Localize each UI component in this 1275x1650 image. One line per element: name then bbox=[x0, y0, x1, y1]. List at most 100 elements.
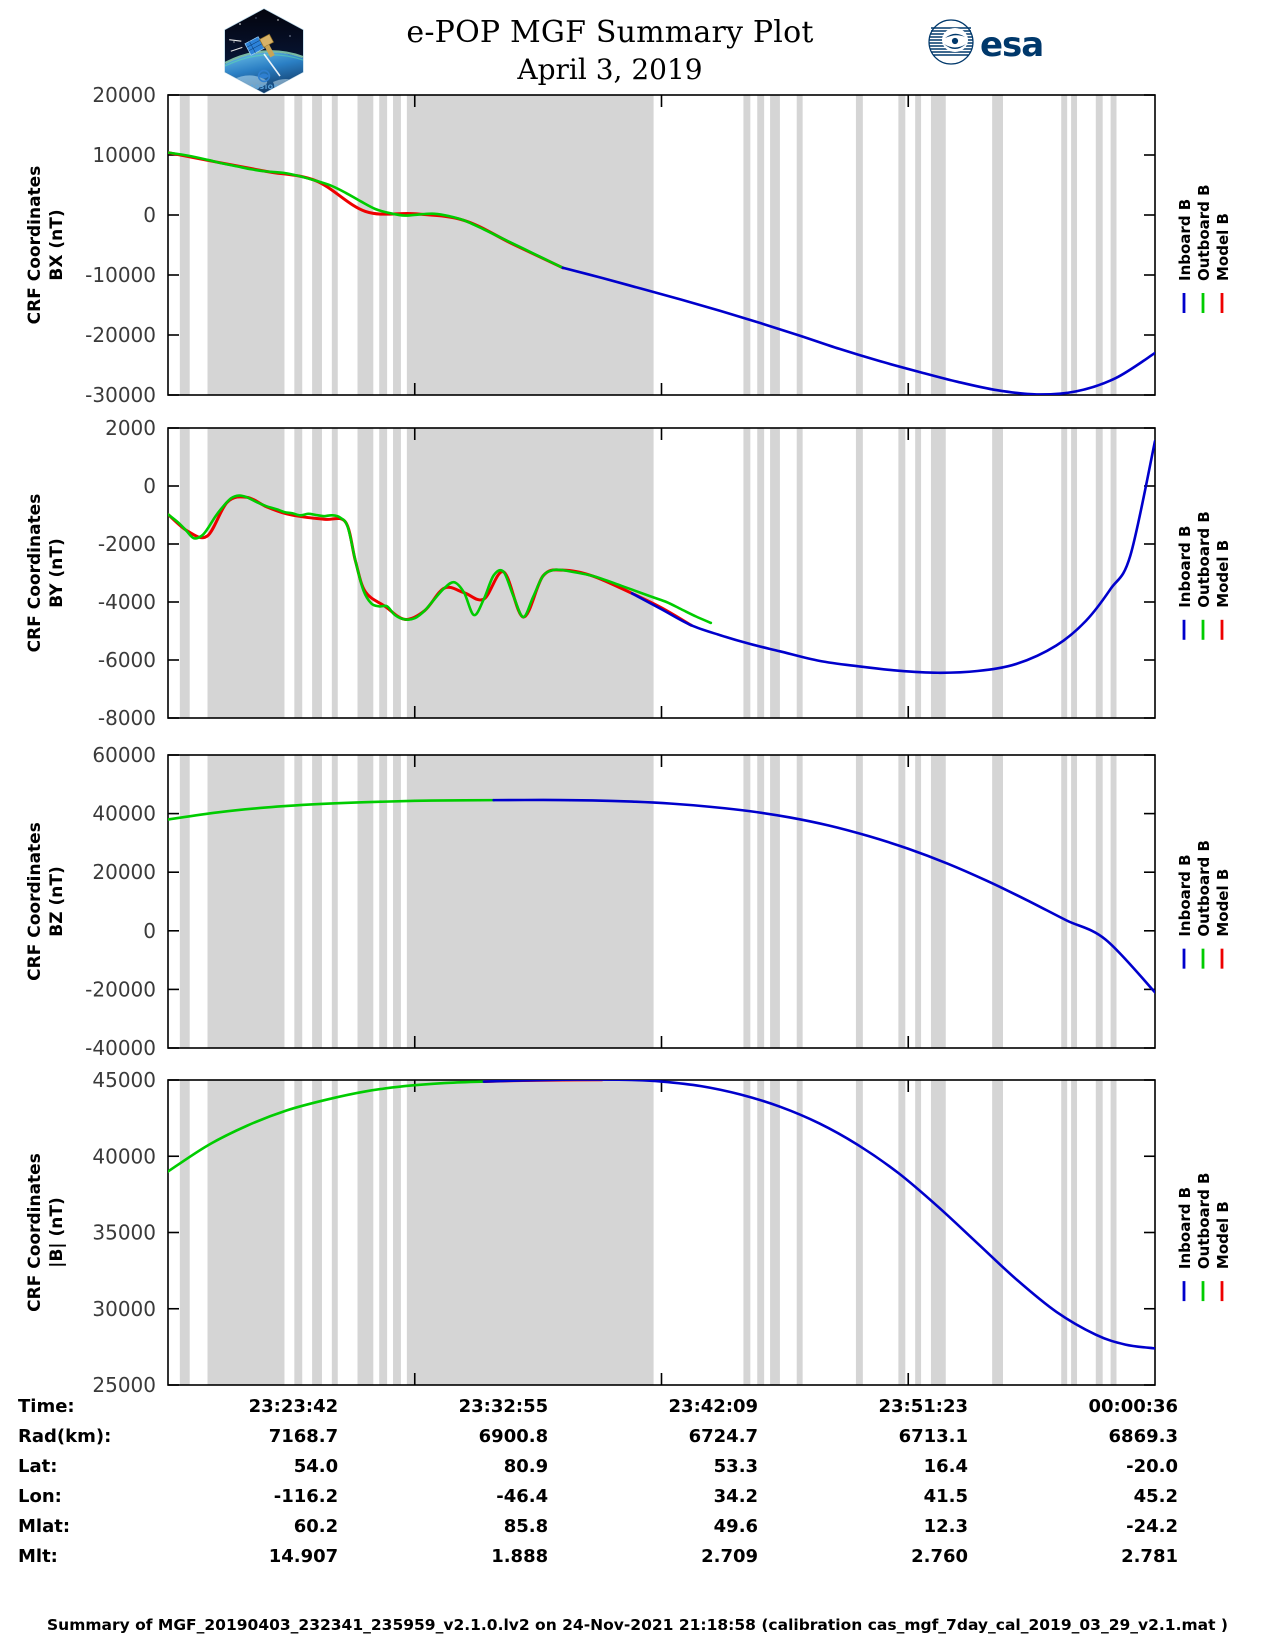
y-tick-label: 0 bbox=[143, 474, 156, 498]
series-line-outboard bbox=[561, 568, 713, 625]
table-cell: 45.2 bbox=[1133, 1486, 1178, 1507]
legend-label-inboard: Inboard B bbox=[1176, 199, 1194, 281]
table-cell: 16.4 bbox=[923, 1456, 969, 1477]
legend-label-inboard: Inboard B bbox=[1176, 854, 1194, 936]
esa-logo-icon: esa bbox=[925, 18, 1050, 66]
y-axis-title-line2: BX (nT) bbox=[47, 209, 67, 280]
y-axis-title-line1: CRF Coordinates bbox=[25, 822, 45, 981]
table-cell: 2.781 bbox=[1121, 1546, 1178, 1567]
y-tick-label: 20000 bbox=[92, 860, 156, 884]
y-axis-title-line1: CRF Coordinates bbox=[25, 494, 45, 653]
chart-panel-bmag: 45000 40000 35000 30000 25000 CRF Coordinates… bbox=[0, 1020, 1275, 1455]
y-tick-label: -20000 bbox=[85, 323, 156, 347]
table-row-label: Rad(km): bbox=[18, 1426, 112, 1447]
table-row-label: Mlat: bbox=[18, 1516, 71, 1537]
y-tick-label: 40000 bbox=[92, 802, 156, 826]
y-axis-title-line1: CRF Coordinates bbox=[25, 1153, 45, 1312]
y-tick-label: -2000 bbox=[98, 532, 156, 556]
series-line-outboard bbox=[168, 494, 565, 621]
y-axis-title-line1: CRF Coordinates bbox=[25, 166, 45, 325]
title-date: April 3, 2019 bbox=[517, 53, 703, 86]
table-cell: -116.2 bbox=[273, 1486, 339, 1507]
x-axis bbox=[413, 755, 910, 1048]
series-line-outboard bbox=[168, 1080, 486, 1173]
series-line-outboard bbox=[168, 151, 565, 270]
y-tick-label: 45000 bbox=[92, 1068, 156, 1092]
legend-label-model: Model B bbox=[1214, 1201, 1232, 1269]
y-tick-label: 0 bbox=[143, 919, 156, 943]
cassiope-mission-patch-icon: CASSIOPE bbox=[218, 6, 310, 96]
table-cell: 49.6 bbox=[713, 1516, 759, 1537]
y-tick-label: -40000 bbox=[85, 1036, 156, 1060]
table-cell: 00:00:36 bbox=[1088, 1396, 1178, 1417]
esa-wordmark: esa bbox=[980, 25, 1043, 65]
table-row: Lat: 54.0 80.9 53.3 16.4 -20.0 bbox=[18, 1452, 1178, 1482]
y-axis: 45000 40000 35000 30000 25000 bbox=[92, 1068, 1155, 1397]
series-line-outboard bbox=[168, 798, 496, 821]
table-row: Lon: -116.2 -46.4 34.2 41.5 45.2 bbox=[18, 1482, 1178, 1512]
legend: Inboard B Outboard B Model B bbox=[1176, 1173, 1232, 1302]
y-tick-label: -20000 bbox=[85, 977, 156, 1001]
y-tick-label: -4000 bbox=[98, 590, 156, 614]
table-row: Mlt: 14.907 1.888 2.709 2.760 2.781 bbox=[18, 1542, 1178, 1572]
legend-label-inboard: Inboard B bbox=[1176, 1187, 1194, 1269]
table-row-label: Lon: bbox=[18, 1486, 62, 1507]
table-row: Time: 23:23:42 23:32:55 23:42:09 23:51:23 00:… bbox=[18, 1392, 1178, 1422]
table-cell: 12.3 bbox=[923, 1516, 969, 1537]
table-cell: -46.4 bbox=[496, 1486, 549, 1507]
table-row-label: Lat: bbox=[18, 1456, 58, 1477]
data-gap-shading bbox=[179, 95, 1117, 395]
y-tick-label: 35000 bbox=[92, 1221, 156, 1245]
data-gap-shading bbox=[179, 428, 1117, 718]
y-tick-label: 30000 bbox=[92, 1297, 156, 1321]
y-tick-label: -6000 bbox=[98, 648, 156, 672]
table-cell: 53.3 bbox=[713, 1456, 759, 1477]
table-cell: 23:51:23 bbox=[878, 1396, 969, 1417]
table-row: Rad(km): 7168.7 6900.8 6724.7 6713.1 6869.3 bbox=[18, 1422, 1178, 1452]
table-cell: -24.2 bbox=[1126, 1516, 1178, 1537]
y-axis-title-line2: BY (nT) bbox=[47, 538, 67, 608]
table-cell: 2.709 bbox=[701, 1546, 759, 1567]
table-cell: 80.9 bbox=[503, 1456, 549, 1477]
series-group bbox=[168, 151, 1155, 395]
chart-panel-bx: 20000 10000 0 -10000 -20000 -30000 CRF Coordin… bbox=[0, 35, 1275, 465]
table-cell: 14.907 bbox=[268, 1546, 339, 1567]
y-tick-label: 40000 bbox=[92, 1144, 156, 1168]
table-row-label: Time: bbox=[18, 1396, 75, 1417]
title-main: e-POP MGF Summary Plot bbox=[406, 15, 814, 50]
page-header: CASSIOPE e-POP MGF Summary Plot April 3,… bbox=[0, 0, 1275, 95]
y-tick-label: 60000 bbox=[92, 743, 156, 767]
y-axis-title-line2: |B| (nT) bbox=[47, 1197, 67, 1268]
y-tick-label: -30000 bbox=[85, 383, 156, 407]
mission-patch-text: CASSIOPE bbox=[244, 84, 283, 91]
table-cell: 6900.8 bbox=[478, 1426, 549, 1447]
series-line-inboard bbox=[630, 439, 1155, 675]
table-cell: 85.8 bbox=[503, 1516, 549, 1537]
table-row-label: Mlt: bbox=[18, 1546, 58, 1567]
table-row: Mlat: 60.2 85.8 49.6 12.3 -24.2 bbox=[18, 1512, 1178, 1542]
y-tick-label: 20000 bbox=[92, 83, 156, 107]
series-group bbox=[168, 439, 1155, 675]
legend-label-outboard: Outboard B bbox=[1195, 511, 1213, 608]
footer-caption: Summary of MGF_20190403_232341_235959_v2… bbox=[47, 1616, 1228, 1634]
legend: Inboard B Outboard B Model B bbox=[1176, 840, 1232, 969]
legend-label-model: Model B bbox=[1214, 869, 1232, 937]
y-tick-label: -8000 bbox=[98, 706, 156, 730]
y-axis: 20000 10000 0 -10000 -20000 -30000 bbox=[85, 83, 1155, 407]
data-gap-shading bbox=[179, 1080, 1117, 1385]
table-cell: 1.888 bbox=[491, 1546, 549, 1567]
y-axis-title: CRF Coordinates BZ (nT) bbox=[25, 822, 67, 981]
chart-panel-by: 2000 0 -2000 -4000 -6000 -8000 CRF Coordinates… bbox=[0, 368, 1275, 788]
table-cell: -20.0 bbox=[1126, 1456, 1178, 1477]
table-cell: 6724.7 bbox=[688, 1426, 759, 1447]
legend-label-outboard: Outboard B bbox=[1195, 1173, 1213, 1270]
table-cell: 54.0 bbox=[293, 1456, 339, 1477]
table-cell: 2.760 bbox=[911, 1546, 969, 1567]
legend: Inboard B Outboard B Model B bbox=[1176, 511, 1232, 640]
y-axis-title: CRF Coordinates BY (nT) bbox=[25, 494, 67, 653]
y-tick-label: -10000 bbox=[85, 263, 156, 287]
x-axis bbox=[413, 95, 910, 395]
series-line-inboard bbox=[482, 1080, 1155, 1350]
table-cell: 7168.7 bbox=[268, 1426, 339, 1447]
y-axis-title: CRF Coordinates BX (nT) bbox=[25, 166, 67, 325]
